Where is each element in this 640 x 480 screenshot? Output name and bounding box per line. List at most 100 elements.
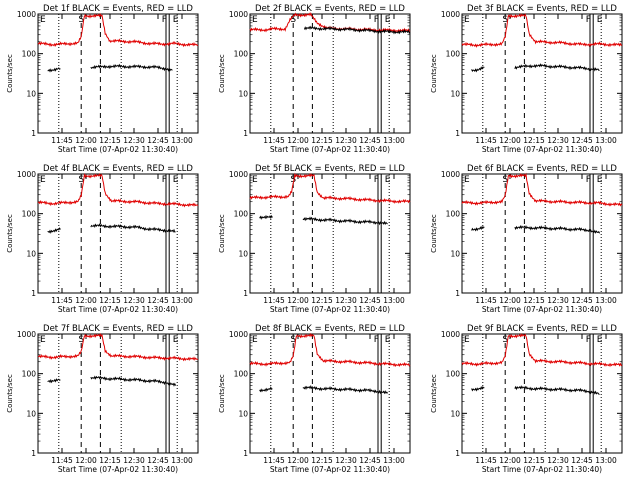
y-tick-label: 1 [31, 289, 36, 298]
x-tick-label: 12:45 [359, 136, 381, 145]
y-tick-label: 1 [31, 129, 36, 138]
marker-label-e: E [464, 335, 470, 345]
y-tick-label: 10 [26, 249, 36, 258]
marker-label-e: E [464, 15, 470, 25]
marker-label-s: S [502, 335, 508, 345]
panel-6: Det 6f BLACK = Events, RED = LLD 1 10 100 10… [430, 164, 623, 314]
panel-title: Det 2f BLACK = Events, RED = LLD [255, 4, 405, 14]
marker-label-e: E [173, 335, 179, 345]
x-tick-label: 12:30 [335, 296, 357, 305]
x-axis-label: Start Time (07-Apr-02 11:30:40) [58, 145, 178, 154]
y-tick-label: 1000 [229, 170, 248, 179]
events-series [514, 63, 600, 72]
marker-label-e: E [252, 335, 258, 345]
y-tick-label: 1000 [229, 330, 248, 339]
events-series [302, 385, 389, 395]
lld-series [249, 332, 411, 368]
panel-5: Det 5f BLACK = Events, RED = LLD 1 10 100 10… [218, 164, 411, 314]
lld-series [461, 13, 623, 48]
x-tick-label: 11:45 [475, 136, 497, 145]
events-series [303, 25, 411, 35]
marker-label-e: E [597, 335, 603, 345]
x-tick-label: 12:00 [287, 296, 309, 305]
marker-label-e: E [385, 15, 391, 25]
marker-label-f: F [374, 15, 379, 25]
x-tick-label: 12:15 [523, 456, 545, 465]
x-tick-label: 11:45 [263, 296, 285, 305]
panel-8: Det 8f BLACK = Events, RED = LLD 1 10 100 10… [218, 324, 411, 474]
y-tick-label: 1000 [229, 10, 248, 19]
plot-frame [249, 333, 411, 454]
marker-label-f: F [162, 335, 167, 345]
plot-frame [37, 13, 199, 134]
y-axis-label: Counts/sec [6, 54, 14, 93]
x-tick-label: 13:00 [383, 136, 405, 145]
x-tick-label: 12:45 [571, 456, 593, 465]
panel-title: Det 7f BLACK = Events, RED = LLD [43, 324, 193, 334]
y-tick-label: 100 [22, 370, 37, 379]
x-tick-label: 11:45 [51, 136, 73, 145]
x-tick-label: 11:45 [263, 136, 285, 145]
panel-4: Det 4f BLACK = Events, RED = LLD 1 10 100 10… [6, 164, 199, 314]
marker-label-f: F [586, 335, 591, 345]
marker-label-f: F [374, 335, 379, 345]
plot-frame [461, 173, 623, 294]
y-tick-label: 100 [22, 50, 37, 59]
events-series [514, 385, 600, 395]
x-tick-label: 12:15 [311, 136, 333, 145]
events-series [259, 386, 273, 393]
x-tick-label: 13:00 [595, 136, 617, 145]
plot-frame [461, 333, 623, 454]
events-series [47, 67, 61, 73]
events-series [90, 223, 176, 234]
x-tick-label: 13:00 [383, 296, 405, 305]
x-axis-label: Start Time (07-Apr-02 11:30:40) [482, 145, 602, 154]
x-tick-label: 13:00 [171, 456, 193, 465]
x-tick-label: 12:00 [287, 136, 309, 145]
x-tick-label: 13:00 [171, 296, 193, 305]
x-tick-label: 12:45 [571, 296, 593, 305]
x-tick-label: 11:45 [51, 296, 73, 305]
events-series [47, 378, 61, 384]
y-tick-label: 1 [455, 129, 460, 138]
y-tick-label: 100 [234, 370, 249, 379]
x-tick-label: 11:45 [51, 456, 73, 465]
x-axis-label: Start Time (07-Apr-02 11:30:40) [270, 305, 390, 314]
y-tick-label: 10 [26, 89, 36, 98]
lld-series [461, 333, 623, 368]
panel-title: Det 8f BLACK = Events, RED = LLD [255, 324, 405, 334]
x-tick-label: 12:30 [123, 136, 145, 145]
x-tick-label: 12:00 [75, 456, 97, 465]
events-series [47, 227, 61, 234]
y-tick-label: 1000 [441, 10, 460, 19]
y-tick-label: 10 [238, 89, 248, 98]
y-axis-label: Counts/sec [218, 214, 226, 253]
x-tick-label: 12:15 [99, 136, 121, 145]
marker-label-s: S [290, 15, 296, 25]
y-tick-label: 1 [243, 289, 248, 298]
lld-series [37, 172, 199, 208]
lld-series [461, 172, 623, 207]
marker-label-e: E [173, 175, 179, 185]
events-series [90, 63, 173, 72]
x-tick-label: 12:45 [571, 136, 593, 145]
marker-label-f: F [162, 175, 167, 185]
x-tick-label: 12:45 [359, 456, 381, 465]
marker-label-f: F [586, 15, 591, 25]
panel-title: Det 6f BLACK = Events, RED = LLD [467, 164, 617, 174]
y-tick-label: 1 [31, 449, 36, 458]
marker-label-e: E [40, 175, 46, 185]
plot-frame [249, 13, 411, 134]
y-tick-label: 1 [455, 289, 460, 298]
x-tick-label: 12:30 [335, 136, 357, 145]
y-tick-label: 1000 [441, 330, 460, 339]
x-tick-label: 11:45 [475, 296, 497, 305]
y-axis-label: Counts/sec [218, 374, 226, 413]
x-tick-label: 12:30 [547, 136, 569, 145]
events-series [90, 375, 177, 387]
x-tick-label: 12:15 [523, 136, 545, 145]
marker-label-e: E [173, 15, 179, 25]
y-tick-label: 1 [243, 449, 248, 458]
events-series [514, 224, 601, 234]
panel-title: Det 3f BLACK = Events, RED = LLD [467, 4, 617, 14]
